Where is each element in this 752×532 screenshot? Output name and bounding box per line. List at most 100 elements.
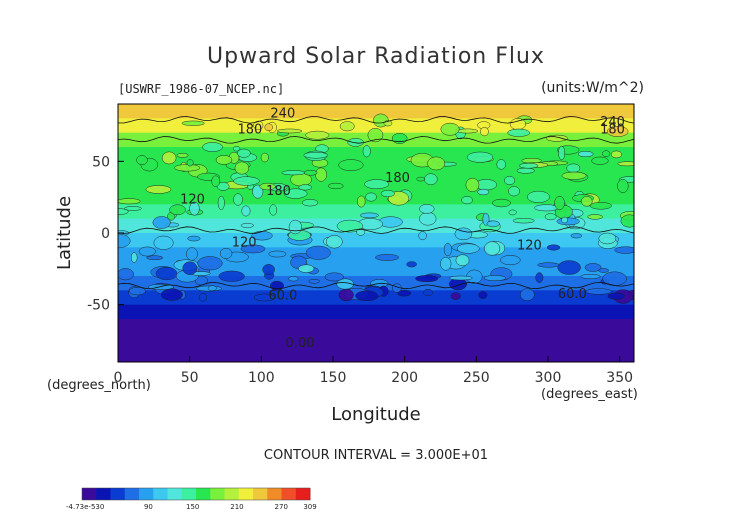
field-patch xyxy=(118,208,129,215)
field-patch xyxy=(391,133,408,144)
field-patch xyxy=(504,176,516,186)
field-patch xyxy=(440,122,460,136)
field-patch xyxy=(419,204,435,214)
field-patch xyxy=(253,293,275,302)
colorbar-swatch xyxy=(238,488,254,500)
colorbar-swatch xyxy=(124,488,140,500)
contour-line xyxy=(118,281,634,290)
field-patch xyxy=(118,198,141,205)
field-patch xyxy=(580,273,601,280)
field-patch xyxy=(169,204,186,216)
field-patch xyxy=(617,178,629,193)
field-patch xyxy=(268,250,287,258)
field-patch xyxy=(516,167,535,174)
field-patch xyxy=(153,235,174,250)
field-patch xyxy=(580,196,593,207)
heatmap-band xyxy=(118,333,634,349)
field-patch xyxy=(508,209,517,216)
field-patch xyxy=(181,120,205,126)
field-patch xyxy=(545,134,568,142)
field-patch xyxy=(357,195,366,208)
field-patch xyxy=(217,195,225,211)
field-patch xyxy=(219,247,233,259)
field-patch xyxy=(537,262,560,268)
y-tick-label: 0 xyxy=(101,226,110,242)
colorbar-swatch xyxy=(139,488,154,500)
field-patch xyxy=(338,288,354,302)
file-label: [USWRF_1986-07_NCEP.nc] xyxy=(118,82,285,96)
field-patch xyxy=(347,138,364,147)
field-patch xyxy=(427,156,446,171)
colorbar-swatch xyxy=(96,488,111,500)
colorbar-swatch xyxy=(181,488,197,500)
field-patch xyxy=(535,272,544,283)
contour-label: 120 xyxy=(517,238,542,253)
x-unit-label: (degrees_east) xyxy=(541,387,638,402)
x-tick-label: 0 xyxy=(114,370,123,386)
field-patch xyxy=(558,145,566,161)
field-patch xyxy=(478,291,488,299)
field-patch xyxy=(124,206,142,211)
field-patch xyxy=(315,167,327,182)
heatmap-band xyxy=(118,347,634,362)
contour-label: 180 xyxy=(237,122,262,137)
x-tick-label: 350 xyxy=(606,370,633,386)
field-patch xyxy=(339,121,355,132)
field-patch xyxy=(367,128,384,143)
field-patch xyxy=(507,128,530,137)
field-patch xyxy=(364,179,390,190)
contour-label: 240 xyxy=(600,115,625,130)
field-patch xyxy=(288,219,302,235)
x-axis: 0 50 100 150 200 250 300 350 xyxy=(114,356,633,386)
x-tick-label: 150 xyxy=(320,370,347,386)
field-patch xyxy=(375,254,400,261)
field-patch xyxy=(240,223,254,228)
field-patch xyxy=(483,275,506,281)
field-patch xyxy=(546,244,561,251)
field-patch xyxy=(477,188,490,196)
field-patch xyxy=(365,192,377,202)
contour-label: 180 xyxy=(266,184,291,199)
heatmap-band xyxy=(118,147,634,162)
field-patch xyxy=(450,292,461,300)
field-patch xyxy=(424,173,438,186)
colorbar-swatch xyxy=(224,488,240,500)
units-label: (units:W/m^2) xyxy=(541,80,644,96)
colorbar-frame xyxy=(81,487,311,501)
y-unit-label: (degrees_north) xyxy=(47,378,151,393)
y-tick-label: -50 xyxy=(87,298,110,314)
field-patch xyxy=(118,268,134,281)
heatmap-band xyxy=(118,104,634,119)
field-patch xyxy=(215,155,233,165)
field-patch xyxy=(260,152,269,163)
field-patch xyxy=(130,252,138,263)
field-patch xyxy=(423,288,433,297)
field-patch xyxy=(161,151,177,165)
field-patch xyxy=(418,231,427,241)
field-patch xyxy=(281,170,306,176)
field-patch xyxy=(456,128,479,134)
colorbar-swatch xyxy=(281,488,297,500)
field-patch xyxy=(419,211,437,226)
field-patch xyxy=(454,227,473,241)
field-patch xyxy=(508,186,520,197)
field-patch xyxy=(566,163,581,173)
x-tick-label: 200 xyxy=(391,370,418,386)
field-patch xyxy=(554,196,565,210)
field-patch xyxy=(146,255,164,261)
contour-label: 60.0 xyxy=(558,287,587,302)
field-patch xyxy=(202,142,223,152)
heatmap-band xyxy=(118,304,634,320)
colorbar-swatch xyxy=(167,488,183,500)
field-patch xyxy=(440,256,452,271)
field-patch xyxy=(297,264,315,273)
field-patch xyxy=(233,193,243,206)
heatmap-band xyxy=(118,233,634,248)
x-tick-label: 50 xyxy=(181,370,199,386)
colorbar-swatch xyxy=(153,488,168,500)
field-patch xyxy=(610,150,622,159)
y-axis: 50 0 -50 xyxy=(87,154,124,314)
field-patch xyxy=(197,256,223,271)
field-patch xyxy=(301,199,319,207)
